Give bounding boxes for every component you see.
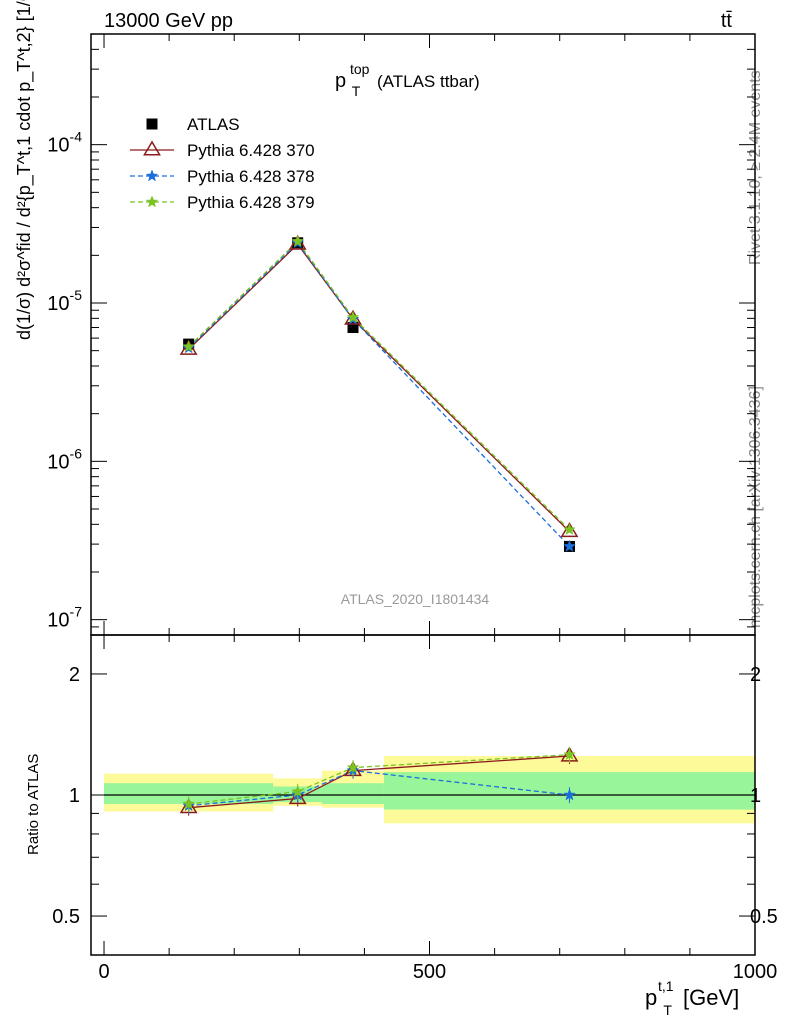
y-tick-label: 10-4 bbox=[47, 129, 82, 157]
y-tick-label: 10-6 bbox=[47, 445, 82, 473]
main-ylabel: d(1/σ) d²σ^fid / d²{p_T^t,1 cdot p_T^t,2… bbox=[14, 0, 35, 340]
data-point-atlas bbox=[347, 322, 359, 334]
xlabel-sup: t,1 bbox=[658, 978, 674, 994]
ratio-y-tick-label: 0.5 bbox=[52, 906, 80, 928]
ratio-line-mc1 bbox=[188, 755, 570, 809]
marker-mc2 bbox=[563, 539, 576, 552]
plot-title-sup: top bbox=[350, 61, 370, 77]
ratio-xlabel: p T t,1 [GeV] bbox=[645, 971, 739, 1020]
ratio-line-mc2 bbox=[188, 769, 570, 807]
xlabel-rest: [GeV] bbox=[683, 985, 739, 1010]
legend-marker-mc3 bbox=[145, 195, 159, 208]
ratio-line-mc3 bbox=[188, 753, 570, 805]
xlabel-sub: T bbox=[663, 1002, 672, 1018]
marker-mc3 bbox=[563, 522, 576, 536]
xlabel-main: p bbox=[645, 985, 657, 1010]
legend-marker-mc1 bbox=[143, 140, 161, 156]
header-left: 13000 GeV pp bbox=[104, 10, 233, 32]
y-tick-label: 10-5 bbox=[47, 287, 82, 315]
legend-entry-label: ATLAS bbox=[187, 115, 240, 134]
main-line-mc3 bbox=[188, 240, 570, 531]
ratio-y-tick-label: 2 bbox=[69, 664, 80, 686]
ratio-marker-mc2 bbox=[563, 788, 576, 801]
ratio-y-tick-label: 1 bbox=[69, 785, 80, 807]
marker-mc3 bbox=[291, 234, 305, 247]
plot-title-sub: T bbox=[352, 83, 361, 99]
ratio-marker-mc3 bbox=[182, 797, 196, 810]
x-tick-label: 0 bbox=[98, 961, 109, 983]
ratio-marker-mc1 bbox=[288, 789, 307, 805]
legend-marker-atlas bbox=[146, 118, 158, 130]
ratio-y-tick-label-right: 0.5 bbox=[750, 906, 778, 928]
legend-entry-label: Pythia 6.428 378 bbox=[187, 167, 315, 186]
legend-entry-label: Pythia 6.428 370 bbox=[187, 141, 315, 160]
ratio-y-tick-label-right: 2 bbox=[750, 664, 761, 686]
marker-mc3 bbox=[182, 339, 196, 353]
ratio-marker-mc3 bbox=[346, 760, 360, 773]
analysis-watermark: ATLAS_2020_I1801434 bbox=[341, 591, 490, 607]
plot-title-main: p bbox=[335, 70, 346, 92]
x-tick-label: 500 bbox=[413, 961, 446, 983]
ratio-y-tick-label-right: 1 bbox=[750, 785, 761, 807]
band-inner-2 bbox=[322, 783, 384, 804]
plot-title: p T top (ATLAS ttbar) bbox=[335, 57, 480, 101]
ratio-ylabel: Ratio to ATLAS bbox=[25, 754, 42, 855]
ratio-marker-mc3 bbox=[291, 784, 305, 797]
x-tick-label: 1000 bbox=[733, 961, 778, 983]
y-tick-label: 10-7 bbox=[47, 604, 82, 632]
main-line-mc1 bbox=[188, 243, 570, 533]
ratio-marker-mc3 bbox=[563, 747, 576, 761]
legend-entry-label: Pythia 6.428 379 bbox=[187, 193, 315, 212]
marker-mc1 bbox=[560, 522, 579, 538]
plot-title-rest: (ATLAS ttbar) bbox=[377, 72, 480, 91]
marker-mc3 bbox=[346, 310, 360, 323]
header-right: tt̄ bbox=[721, 10, 733, 32]
main-line-mc2 bbox=[188, 241, 570, 547]
legend-marker-mc2 bbox=[145, 169, 159, 182]
